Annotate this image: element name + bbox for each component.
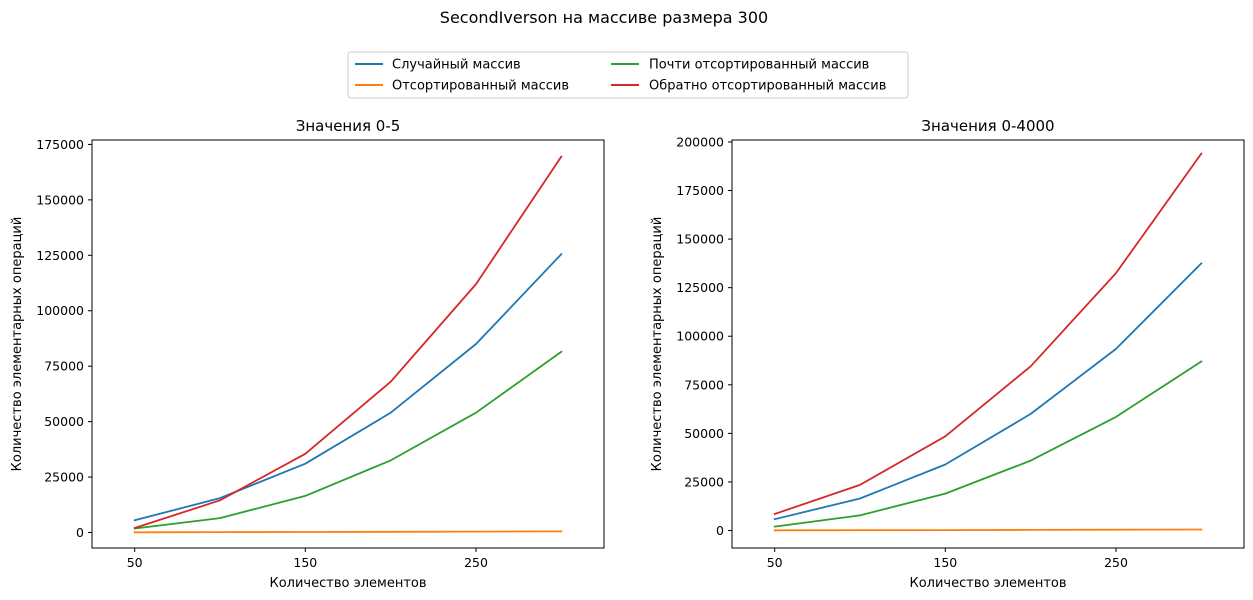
right-y-tick-label: 125000 — [676, 280, 724, 295]
right-x-tick-label: 250 — [1104, 555, 1128, 570]
right-plot-frame — [731, 139, 1245, 549]
right-y-tick-label: 150000 — [676, 232, 724, 247]
left-y-tick-label: 150000 — [36, 192, 84, 207]
right-y-axis-label: Количество элементарных операций — [650, 217, 665, 472]
left-series-reversed-line — [133, 155, 563, 530]
left-chart-title: Значения 0-5 — [296, 117, 401, 135]
left-plot-frame — [91, 139, 605, 549]
right-series-reversed-line — [773, 152, 1203, 516]
right-x-tick-label: 50 — [767, 555, 783, 570]
left-series-almost-sorted-line — [133, 350, 563, 530]
legend-frame — [347, 51, 909, 99]
left-x-tick-label: 50 — [127, 555, 143, 570]
right-y-tick-label: 50000 — [684, 426, 724, 441]
left-x-tick-label: 250 — [464, 555, 488, 570]
right-y-tick-label: 175000 — [676, 183, 724, 198]
right-y-tick-label: 25000 — [684, 474, 724, 489]
right-y-tick-label: 100000 — [676, 329, 724, 344]
left-series-sorted-line — [133, 530, 563, 534]
left-x-axis-label: Количество элементов — [269, 576, 426, 591]
subplot-right: Значения 0-4000 50 150 250 0 25000 50000 75000 1… — [650, 117, 1245, 591]
left-y-tick-label: 25000 — [44, 470, 84, 485]
subplot-left: Значения 0-5 50 150 250 0 25000 50000 75000 1000… — [10, 117, 605, 591]
left-y-tick-label: 100000 — [36, 303, 84, 318]
legend-label-almost-sorted: Почти отсортированный массив — [649, 58, 869, 73]
right-series-random-line — [773, 262, 1203, 521]
right-y-tick-label: 200000 — [676, 134, 724, 149]
left-y-tick-label: 0 — [76, 525, 84, 540]
legend-label-reversed: Обратно отсортированный массив — [649, 79, 886, 94]
right-y-tick-label: 75000 — [684, 377, 724, 392]
left-y-tick-label: 50000 — [44, 414, 84, 429]
left-y-axis-label: Количество элементарных операций — [10, 217, 25, 472]
right-x-tick-label: 150 — [933, 555, 957, 570]
left-x-tick-label: 150 — [293, 555, 317, 570]
legend-label-random: Случайный массив — [392, 58, 521, 73]
legend-label-sorted: Отсортированный массив — [392, 79, 569, 94]
left-series-random-line — [133, 252, 563, 522]
right-series-almost-sorted-line — [773, 360, 1203, 528]
right-series-sorted-line — [773, 528, 1203, 532]
right-x-axis-label: Количество элементов — [909, 576, 1066, 591]
left-y-tick-label: 75000 — [44, 359, 84, 374]
left-y-tick-label: 125000 — [36, 248, 84, 263]
legend: Случайный массив Отсортированный массив … — [347, 51, 909, 99]
left-y-tick-label: 175000 — [36, 137, 84, 152]
figure-suptitle: SecondIverson на массиве размера 300 — [440, 8, 768, 27]
right-y-tick-label: 0 — [716, 523, 724, 538]
right-chart-title: Значения 0-4000 — [921, 117, 1054, 135]
